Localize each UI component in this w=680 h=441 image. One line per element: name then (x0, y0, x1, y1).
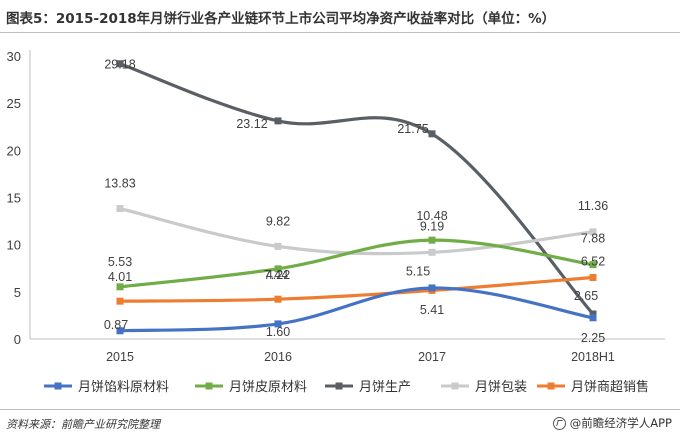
series-line (118, 286, 595, 333)
data-label: 5.41 (420, 303, 444, 317)
series-line (118, 206, 595, 256)
data-point-marker (428, 236, 436, 244)
data-label: 10.48 (416, 209, 447, 223)
legend-swatch-marker (335, 382, 343, 390)
y-tick-label: 0 (14, 332, 21, 347)
legend-label: 月饼生产 (359, 380, 411, 395)
legend-item: 月饼生产 (325, 380, 411, 395)
x-tick-label: 2016 (264, 350, 292, 364)
data-point-marker (589, 314, 597, 322)
data-label: 7.44 (264, 268, 288, 282)
data-point-marker (116, 327, 124, 335)
data-label: 7.88 (581, 232, 605, 246)
series-line (118, 238, 595, 289)
data-point-marker (116, 205, 124, 213)
data-label: 21.75 (397, 122, 428, 136)
data-label: 2.25 (581, 331, 605, 345)
footer-divider (0, 409, 680, 410)
brand-credit: @前瞻经济学人APP (552, 415, 672, 431)
data-point-marker (589, 228, 597, 236)
line-chart: 0 5 10 15 20 25 30 2015 2016 2017 2018H1 0.87 1.60 5… (7, 49, 665, 395)
data-label: 9.82 (266, 214, 290, 228)
y-tick-label: 30 (7, 49, 21, 64)
series-line (118, 275, 595, 303)
legend-item: 月饼皮原材料 (195, 380, 307, 395)
data-label: 6.52 (581, 254, 605, 268)
chart-axes: 0 5 10 15 20 25 30 2015 2016 2017 2018H1 (7, 49, 665, 364)
data-label: 9.19 (420, 219, 444, 233)
data-point-marker (116, 297, 124, 305)
data-label: 11.36 (578, 199, 608, 213)
data-label: 5.15 (406, 264, 430, 278)
y-tick-label: 20 (7, 143, 21, 158)
data-label: 29.18 (104, 58, 135, 72)
data-point-marker (589, 273, 597, 281)
y-tick-label: 15 (7, 191, 21, 206)
data-point-marker (274, 295, 282, 303)
data-point-marker (116, 283, 124, 291)
data-point-marker (274, 320, 282, 328)
data-label: 4.01 (108, 270, 132, 284)
x-tick-label: 2015 (106, 350, 134, 364)
legend-swatch-marker (547, 382, 555, 390)
legend-item: 月饼商超销售 (537, 379, 649, 395)
legend-item: 月饼包装 (441, 380, 527, 395)
chart-data-labels: 0.87 1.60 5.41 2.25 5.53 7.44 10.48 7.88 29.18 23… (104, 58, 608, 345)
legend-label: 月饼商超销售 (571, 379, 649, 395)
page-title: 图表5：2015-2018年月饼行业各产业链环节上市公司平均净资产收益率对比（单… (6, 11, 556, 27)
data-label: 1.60 (266, 325, 290, 339)
y-tick-label: 25 (7, 96, 21, 111)
title-divider (0, 32, 680, 33)
source-note: 资料来源：前瞻产业研究院整理 (6, 418, 160, 431)
legend-item: 月饼馅料原材料 (44, 380, 169, 395)
data-point-marker (428, 248, 436, 256)
chart-legend: 月饼馅料原材料 月饼皮原材料 月饼生产 月饼包装 月饼商超销售 (44, 379, 649, 395)
data-point-marker (274, 265, 282, 273)
legend-swatch-marker (451, 382, 459, 390)
data-label: 2.65 (574, 289, 598, 303)
chart-lines (116, 60, 597, 335)
data-point-marker (428, 284, 436, 292)
y-tick-label: 5 (14, 285, 21, 300)
data-point-marker (274, 117, 282, 125)
legend-swatch-marker (205, 382, 213, 390)
y-tick-label: 10 (7, 238, 21, 253)
data-label: 13.83 (104, 177, 135, 191)
data-point-marker (274, 242, 282, 250)
legend-label: 月饼包装 (475, 380, 527, 395)
data-label: 0.87 (104, 318, 128, 332)
data-label: 5.53 (108, 255, 132, 269)
legend-label: 月饼馅料原材料 (78, 380, 169, 395)
legend-swatch-marker (54, 382, 62, 390)
data-point-marker (589, 310, 597, 318)
x-tick-label: 2018H1 (571, 350, 615, 364)
series-line (118, 62, 595, 316)
data-point-marker (428, 130, 436, 138)
legend-label: 月饼皮原材料 (229, 380, 307, 395)
data-point-marker (116, 60, 124, 68)
brand-logo-icon (552, 416, 566, 430)
data-point-marker (589, 261, 597, 269)
brand-text: @前瞻经济学人APP (569, 416, 672, 430)
x-tick-label: 2017 (418, 350, 446, 364)
data-label: 23.12 (236, 117, 267, 131)
data-label: 4.22 (266, 268, 290, 282)
